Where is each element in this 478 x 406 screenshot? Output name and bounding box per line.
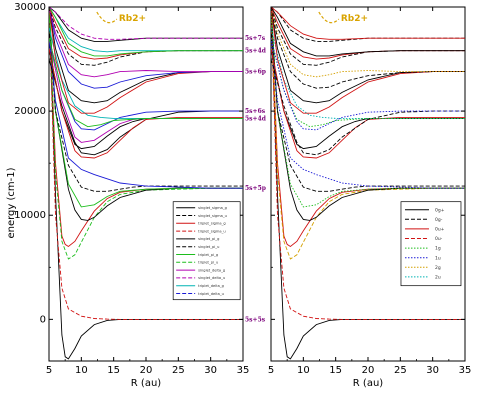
x-tick-label: 25 xyxy=(394,365,407,376)
series-line-13 xyxy=(49,48,243,159)
rb2-plus-label: Rb2+ xyxy=(119,14,146,24)
legend-label: singlet_delta_u xyxy=(198,276,225,280)
series-line-18 xyxy=(49,7,243,89)
legend-label: triplet_delta_g xyxy=(198,284,224,288)
series-line-9 xyxy=(271,48,465,150)
asymptote-label: 5s+6p xyxy=(245,69,266,76)
x-tick-label: 5 xyxy=(268,365,274,376)
series-line-25 xyxy=(49,7,243,40)
legend-label: 2g xyxy=(435,265,441,271)
plot-frame xyxy=(270,6,466,362)
legend-label: singlet_pi_g xyxy=(198,237,219,241)
series-line-18 xyxy=(271,7,465,78)
asymptote-label: 5s+4d xyxy=(245,115,267,122)
series-line-12 xyxy=(271,27,465,119)
series-line-11 xyxy=(271,58,465,156)
legend-label: triplet_pi_u xyxy=(198,261,218,265)
asymptote-label: 5s+6s xyxy=(245,108,266,115)
series-group xyxy=(49,7,243,360)
x-tick-label: 35 xyxy=(237,365,250,376)
asymptote-label: 5s+5s xyxy=(245,316,266,323)
rb2-arrow xyxy=(318,11,340,24)
legend-box xyxy=(400,201,462,287)
x-tick-label: 10 xyxy=(75,365,88,376)
legend-label: singlet_pi_u xyxy=(198,245,219,249)
left-panel: 5 10 15 20 25 30 35 0 10000 20000 30000 R (au) Rb2+ 5… xyxy=(14,2,267,389)
series-line-23 xyxy=(271,7,465,40)
x-axis-label: R (au) xyxy=(131,378,161,389)
series-line-23 xyxy=(49,7,243,57)
x-tick-label: 20 xyxy=(362,365,375,376)
legend-label: triplet_sigma_g xyxy=(198,222,226,226)
series-line-6 xyxy=(49,7,243,208)
legend-label: 1u xyxy=(435,255,441,261)
rb2-arrow xyxy=(96,11,118,24)
legend-label: 1g xyxy=(435,246,441,252)
series-line-16 xyxy=(271,7,465,114)
series-line-6 xyxy=(271,7,465,208)
legend-label: singlet_delta_g xyxy=(198,268,225,272)
series-line-7 xyxy=(49,27,243,192)
legend-label: triplet_delta_u xyxy=(198,292,224,296)
asymptote-label: 5s+4d xyxy=(245,48,267,55)
y-tick-label: 20000 xyxy=(14,106,46,117)
x-tick-label: 15 xyxy=(329,365,342,376)
x-tick-label: 35 xyxy=(459,365,472,376)
y-tick-label: 0 xyxy=(40,314,46,325)
x-tick-label: 20 xyxy=(140,365,153,376)
plot-frame xyxy=(48,6,244,362)
legend-label: singlet_sigma_u xyxy=(198,214,227,218)
series-line-12 xyxy=(49,38,243,131)
legend-label: 0u+ xyxy=(435,227,445,233)
legend-label: triplet_sigma_u xyxy=(198,229,226,233)
y-tick-label: 10000 xyxy=(14,210,46,221)
rb2-plus-label: Rb2+ xyxy=(341,14,368,24)
series-line-10 xyxy=(271,48,465,159)
legend-label: 0g+ xyxy=(435,207,445,213)
series-line-14 xyxy=(271,38,465,131)
x-tick-label: 30 xyxy=(204,365,217,376)
asymptote-label: 5s+7s xyxy=(245,35,266,42)
series-line-7 xyxy=(271,27,465,192)
legend-label: triplet_pi_g xyxy=(198,253,218,257)
legend-label: 2u xyxy=(435,275,441,281)
legend-label: singlet_sigma_g xyxy=(198,206,227,210)
series-line-11 xyxy=(49,58,243,156)
series-line-5 xyxy=(271,7,465,221)
legend-box xyxy=(172,201,241,301)
series-line-17 xyxy=(49,7,243,114)
y-axis-label: energy (cm-1) xyxy=(6,167,17,238)
series-line-2 xyxy=(49,7,243,320)
x-tick-label: 25 xyxy=(172,365,185,376)
x-axis-label: R (au) xyxy=(353,378,383,389)
x-tick-label: 10 xyxy=(297,365,310,376)
x-tick-label: 5 xyxy=(46,365,52,376)
series-group xyxy=(271,7,465,360)
series-line-21 xyxy=(271,7,465,57)
series-line-15 xyxy=(49,38,243,128)
asymptote-label: 5s+5p xyxy=(245,185,266,192)
legend-label: 0g- xyxy=(435,217,443,223)
y-tick-label: 30000 xyxy=(14,2,46,13)
x-tick-label: 15 xyxy=(107,365,120,376)
right-panel: 5 10 15 20 25 30 35 R (au) Rb2+ 0g+ 0g- 0u+ 0u- 1g 1u 2… xyxy=(268,6,472,389)
series-line-19 xyxy=(49,7,243,78)
series-line-8 xyxy=(271,38,465,189)
series-line-8 xyxy=(49,38,243,189)
series-line-17 xyxy=(271,7,465,89)
x-tick-label: 30 xyxy=(426,365,439,376)
series-line-2 xyxy=(271,7,465,320)
legend-label: 0u- xyxy=(435,236,443,242)
